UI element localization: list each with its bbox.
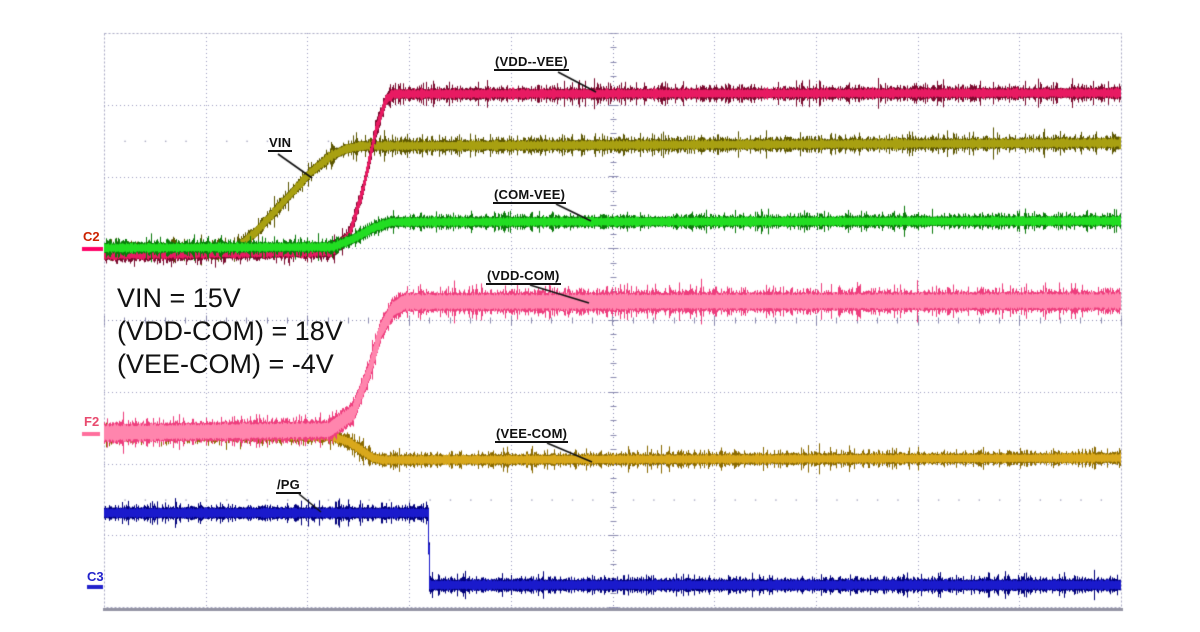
test-condition-vdd-com: (VDD-COM) = 18V	[117, 316, 343, 346]
channel-label-c2: C2	[83, 229, 100, 244]
test-conditions-block: VIN = 15V (VDD-COM) = 18V (VEE-COM) = -4…	[117, 282, 343, 381]
trace-label-vin: VIN	[268, 135, 293, 152]
trace-label-vdd-vee: (VDD--VEE)	[494, 54, 569, 71]
trace-label-pg: /PG	[276, 477, 301, 494]
test-condition-vee-com: (VEE-COM) = -4V	[117, 349, 334, 379]
test-condition-vin: VIN = 15V	[117, 283, 241, 313]
channel-label-f2: F2	[84, 414, 100, 429]
trace-label-com-vee: (COM-VEE)	[493, 187, 567, 204]
channel-label-c3: C3	[87, 569, 104, 584]
trace-label-vee-com: (VEE-COM)	[495, 426, 569, 443]
trace-label-vdd-com: (VDD-COM)	[486, 268, 561, 285]
